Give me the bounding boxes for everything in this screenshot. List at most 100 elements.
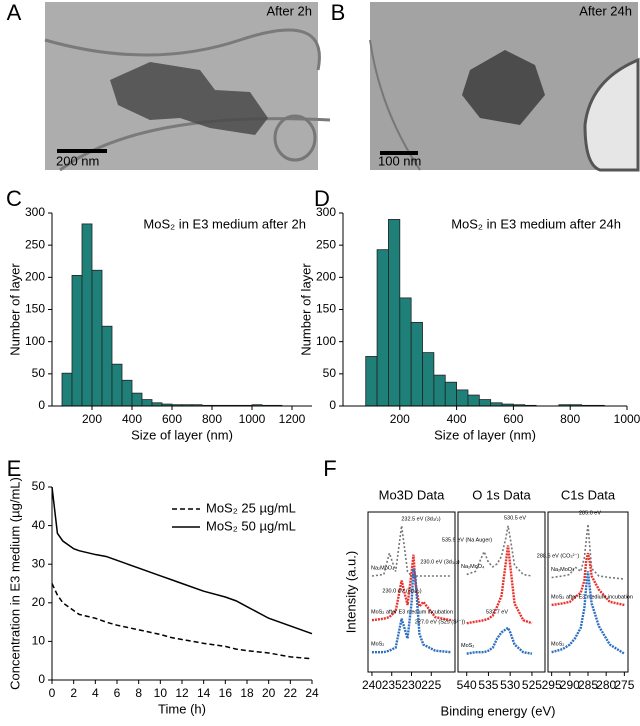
annotation: 285.0 eV: [579, 510, 601, 516]
spectrum: [466, 626, 533, 655]
bar: [111, 363, 123, 407]
series-label: Na₂MoO₄: [551, 567, 575, 573]
x-tick-label: 525: [522, 678, 542, 692]
bar: [467, 394, 480, 407]
legend-label: MoS₂ 25 µg/mL: [206, 500, 296, 515]
y-tick-label: 300: [316, 205, 336, 219]
x-tick-label: 225: [421, 678, 441, 692]
bar: [365, 356, 378, 407]
bar: [399, 297, 412, 407]
y-axis-label: Number of layer: [7, 263, 22, 356]
x-tick-label: 200: [82, 412, 102, 426]
y-tick-label: 0: [38, 672, 45, 686]
series-label: Na₂MoO₄: [371, 565, 395, 571]
x-axis-label: Time (h): [158, 701, 206, 716]
x-tick-label: 280: [596, 678, 616, 692]
x-tick-label: 4: [92, 686, 99, 700]
line-series: [51, 583, 313, 660]
panel-letter: A: [7, 0, 22, 25]
x-tick-label: 16: [219, 686, 233, 700]
x-tick-label: 1200: [279, 412, 306, 426]
y-tick-label: 0: [329, 398, 336, 412]
y-tick-label: 0: [38, 398, 45, 412]
bar: [131, 392, 143, 407]
mos2-flake: [110, 62, 268, 135]
legend-label: MoS₂ 50 µg/mL: [206, 518, 296, 533]
y-tick-label: 250: [316, 237, 336, 251]
mos2-flake: [462, 50, 545, 125]
x-tick-label: 240: [362, 678, 382, 692]
x-tick-label: 800: [202, 412, 222, 426]
x-tick-label: 530: [500, 678, 520, 692]
carbon-hole: [583, 57, 640, 172]
panel-title: C1s Data: [561, 487, 616, 502]
x-tick-label: 1000: [239, 412, 266, 426]
y-tick-label: 200: [25, 270, 45, 284]
x-tick-label: 14: [197, 686, 211, 700]
bar: [121, 379, 133, 407]
y-tick-label: 100: [25, 334, 45, 348]
bar: [101, 325, 113, 407]
x-tick-label: 2: [70, 686, 77, 700]
bar: [422, 352, 435, 407]
bar: [91, 269, 103, 407]
x-tick-label: 290: [560, 678, 580, 692]
y-axis-label: Concentration in E3 medium (µg/mL): [7, 477, 22, 690]
annotation: 535.9 eV (Na Auger): [442, 537, 492, 543]
spectrum: [371, 568, 452, 654]
y-tick-label: 40: [32, 518, 46, 532]
line-series: [51, 486, 313, 635]
panel-letter: C: [6, 186, 22, 211]
series-label: Na₂MoO₄: [461, 564, 485, 570]
bar: [444, 381, 457, 407]
y-tick-label: 150: [316, 302, 336, 316]
x-tick-label: 200: [390, 412, 410, 426]
y-tick-label: 30: [32, 556, 46, 570]
annotation: 530.5 eV: [504, 515, 526, 521]
x-axis-label: Size of layer (nm): [131, 427, 233, 442]
series-label: MoS₂ after E3 medium incubation: [371, 610, 453, 616]
carbon-ring: [273, 114, 317, 162]
x-tick-label: 6: [114, 686, 121, 700]
y-axis-label: Number of layer: [298, 263, 313, 356]
x-tick-label: 400: [122, 412, 142, 426]
panel-letter: F: [323, 456, 336, 481]
spectrum: [551, 524, 625, 580]
y-tick-label: 300: [25, 205, 45, 219]
annotation: 532.7 eV: [486, 609, 508, 615]
panel-frame: [457, 511, 546, 673]
y-tick-label: 100: [316, 334, 336, 348]
spectrum: [551, 552, 625, 607]
annotation: 230.0 eV (3d₅/₂): [382, 588, 421, 594]
bar: [388, 219, 401, 407]
y-tick-label: 50: [323, 366, 337, 380]
y-tick-label: 10: [32, 634, 46, 648]
bar: [141, 399, 153, 407]
bar: [433, 374, 446, 407]
annotation: 288.6 eV (CO₃²⁻): [537, 553, 580, 559]
bar: [456, 389, 469, 407]
panel-letter: D: [314, 186, 330, 211]
chart-title: MoS₂ in E3 medium after 2h: [143, 216, 306, 231]
image-caption: After 2h: [266, 3, 312, 18]
panel-title: Mo3D Data: [379, 487, 446, 502]
spectrum: [466, 545, 533, 625]
y-tick-label: 50: [32, 366, 46, 380]
x-tick-label: 600: [162, 412, 182, 426]
x-tick-label: 235: [382, 678, 402, 692]
annotation: 230.0 eV (3d₃/₂): [420, 559, 459, 565]
scale-bar-label: 100 nm: [378, 153, 421, 168]
bar: [478, 399, 492, 407]
panel-letter: B: [331, 0, 346, 25]
spectrum: [551, 571, 626, 655]
carbon-film: [44, 28, 321, 71]
x-tick-label: 20: [262, 686, 276, 700]
x-tick-label: 285: [578, 678, 598, 692]
bar: [81, 223, 93, 407]
bar: [71, 275, 83, 407]
panel-title: O 1s Data: [472, 487, 531, 502]
x-tick-label: 275: [614, 678, 634, 692]
series-label: MoS₂: [371, 642, 384, 648]
